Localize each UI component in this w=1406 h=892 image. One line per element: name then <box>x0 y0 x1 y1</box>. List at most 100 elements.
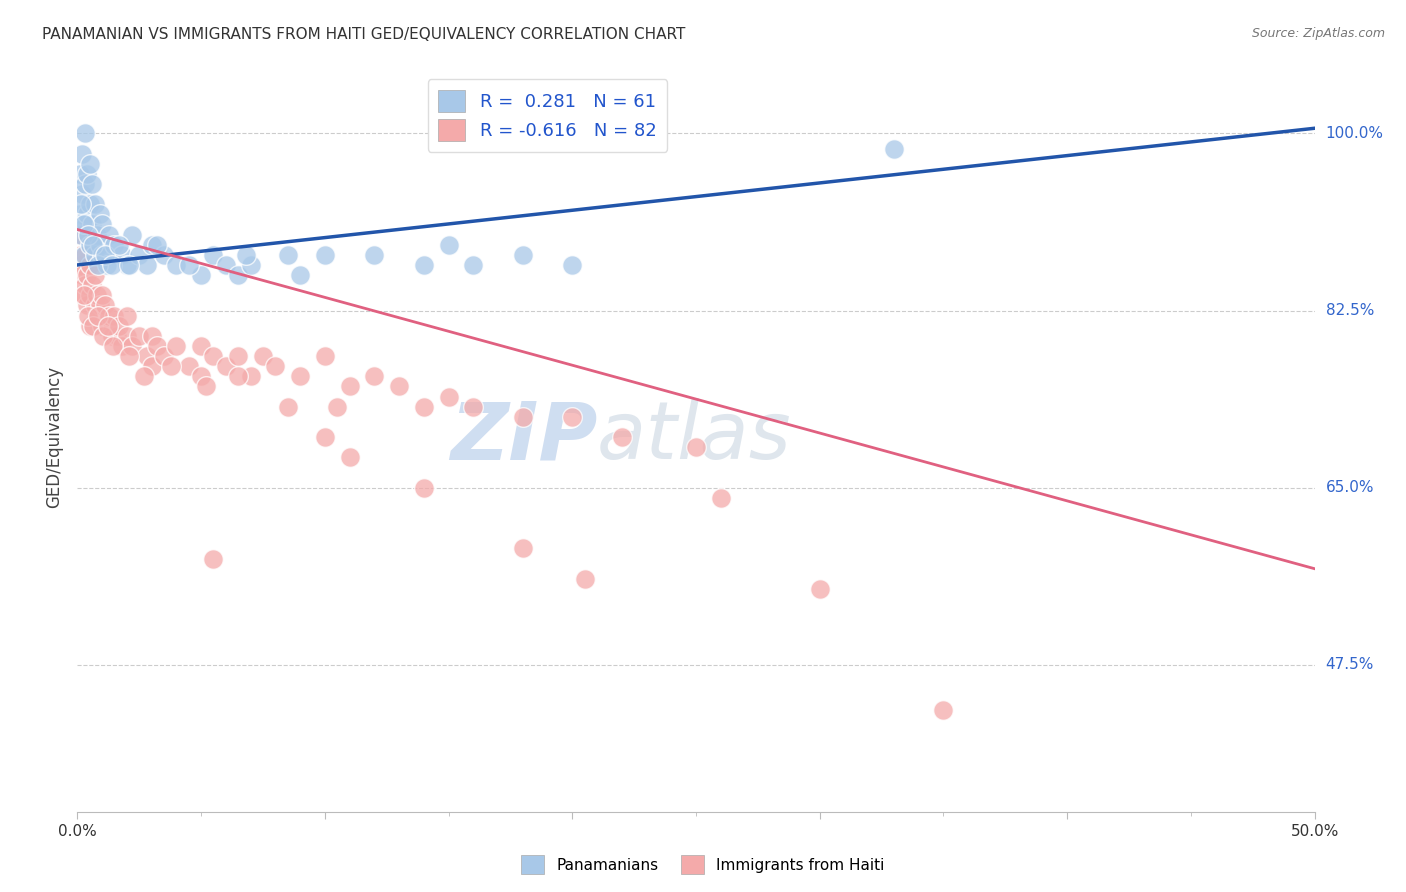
Point <box>111 339 134 353</box>
Point <box>202 349 225 363</box>
Point <box>141 328 163 343</box>
Point <box>91 218 114 232</box>
Point <box>932 703 955 717</box>
Text: 65.0%: 65.0% <box>1326 480 1374 495</box>
Point <box>79 318 101 333</box>
Point <box>87 309 110 323</box>
Point <box>69 258 91 272</box>
Point <box>226 268 249 282</box>
Point <box>561 258 583 272</box>
Point <box>177 359 200 374</box>
Point <box>108 318 131 333</box>
Point <box>97 318 120 333</box>
Point <box>72 268 94 282</box>
Point <box>574 572 596 586</box>
Point <box>82 177 104 191</box>
Point <box>86 288 108 302</box>
Point <box>72 248 94 262</box>
Point <box>69 227 91 242</box>
Point <box>610 430 633 444</box>
Point <box>73 248 96 262</box>
Point <box>215 359 238 374</box>
Point <box>314 430 336 444</box>
Point <box>93 298 115 312</box>
Text: ZIP: ZIP <box>450 398 598 476</box>
Point <box>412 400 434 414</box>
Point <box>115 309 138 323</box>
Point <box>83 268 105 282</box>
Point <box>561 409 583 424</box>
Point <box>115 258 138 272</box>
Point <box>76 167 98 181</box>
Point <box>277 248 299 262</box>
Point <box>141 237 163 252</box>
Point <box>87 258 110 272</box>
Point <box>121 339 143 353</box>
Point <box>86 309 108 323</box>
Point <box>70 227 93 242</box>
Point <box>79 288 101 302</box>
Point <box>326 400 349 414</box>
Point <box>98 309 121 323</box>
Point <box>76 298 98 312</box>
Point <box>128 328 150 343</box>
Point <box>98 227 121 242</box>
Point <box>235 248 257 262</box>
Point <box>883 141 905 155</box>
Point <box>314 349 336 363</box>
Point <box>79 157 101 171</box>
Point <box>128 248 150 262</box>
Point <box>70 248 93 262</box>
Point <box>239 369 262 384</box>
Point <box>75 218 97 232</box>
Point <box>412 481 434 495</box>
Point <box>437 390 460 404</box>
Point <box>72 187 94 202</box>
Point <box>463 258 485 272</box>
Point <box>363 248 385 262</box>
Point <box>145 339 167 353</box>
Text: Source: ZipAtlas.com: Source: ZipAtlas.com <box>1251 27 1385 40</box>
Point <box>96 318 118 333</box>
Point <box>72 288 94 302</box>
Point <box>79 237 101 252</box>
Point <box>153 349 176 363</box>
Point <box>103 309 125 323</box>
Point <box>135 349 157 363</box>
Point <box>388 379 411 393</box>
Point <box>76 207 98 221</box>
Point <box>86 227 108 242</box>
Point <box>103 339 125 353</box>
Point <box>135 258 157 272</box>
Point <box>363 369 385 384</box>
Point <box>73 278 96 293</box>
Point <box>69 207 91 221</box>
Point <box>412 258 434 272</box>
Point <box>190 268 212 282</box>
Point <box>195 379 218 393</box>
Point <box>79 258 101 272</box>
Point <box>177 258 200 272</box>
Point <box>96 258 118 272</box>
Point <box>82 218 104 232</box>
Point <box>89 237 111 252</box>
Point <box>134 369 156 384</box>
Text: 82.5%: 82.5% <box>1326 303 1374 318</box>
Point <box>108 237 131 252</box>
Point <box>82 278 104 293</box>
Point <box>72 288 94 302</box>
Text: PANAMANIAN VS IMMIGRANTS FROM HAITI GED/EQUIVALENCY CORRELATION CHART: PANAMANIAN VS IMMIGRANTS FROM HAITI GED/… <box>42 27 686 42</box>
Point <box>111 248 134 262</box>
Point <box>89 207 111 221</box>
Point <box>165 339 187 353</box>
Point <box>808 582 831 596</box>
Point <box>79 197 101 211</box>
Text: atlas: atlas <box>598 398 792 476</box>
Point <box>91 288 114 302</box>
Point <box>101 328 124 343</box>
Point <box>83 248 105 262</box>
Point <box>339 379 361 393</box>
Point <box>73 177 96 191</box>
Point <box>190 369 212 384</box>
Point <box>70 197 93 211</box>
